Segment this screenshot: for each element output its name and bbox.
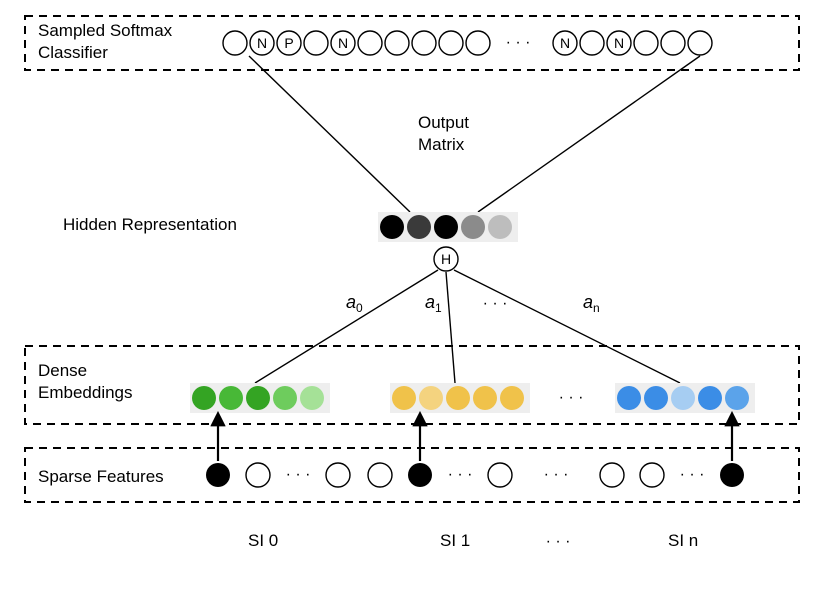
svg-text:Hidden Representation: Hidden Representation xyxy=(63,215,237,234)
svg-text:a1: a1 xyxy=(425,292,442,315)
svg-text:· · ·: · · · xyxy=(448,466,473,483)
svg-text:· · ·: · · · xyxy=(544,466,569,483)
svg-text:Matrix: Matrix xyxy=(418,135,465,154)
svg-text:SI 0: SI 0 xyxy=(248,531,278,550)
svg-text:N: N xyxy=(338,35,348,51)
svg-text:Sparse Features: Sparse Features xyxy=(38,467,164,486)
svg-text:Output: Output xyxy=(418,113,469,132)
svg-text:· · ·: · · · xyxy=(546,533,571,550)
svg-text:· · ·: · · · xyxy=(506,34,531,51)
svg-text:· · ·: · · · xyxy=(680,466,705,483)
svg-text:P: P xyxy=(284,35,293,51)
svg-text:· · ·: · · · xyxy=(483,295,508,312)
svg-text:an: an xyxy=(583,292,600,315)
svg-text:N: N xyxy=(614,35,624,51)
svg-text:Embeddings: Embeddings xyxy=(38,383,133,402)
svg-text:Dense: Dense xyxy=(38,361,87,380)
svg-text:Classifier: Classifier xyxy=(38,43,108,62)
svg-text:· · ·: · · · xyxy=(286,466,311,483)
svg-text:a0: a0 xyxy=(346,292,363,315)
svg-text:· · ·: · · · xyxy=(559,389,584,406)
svg-text:H: H xyxy=(441,251,451,267)
svg-text:SI 1: SI 1 xyxy=(440,531,470,550)
svg-text:SI n: SI n xyxy=(668,531,698,550)
architecture-diagram: Sampled Softmax Classifier N P N · · · N N Outpu… xyxy=(0,0,824,592)
svg-text:Sampled Softmax: Sampled Softmax xyxy=(38,21,173,40)
svg-text:N: N xyxy=(560,35,570,51)
svg-text:N: N xyxy=(257,35,267,51)
